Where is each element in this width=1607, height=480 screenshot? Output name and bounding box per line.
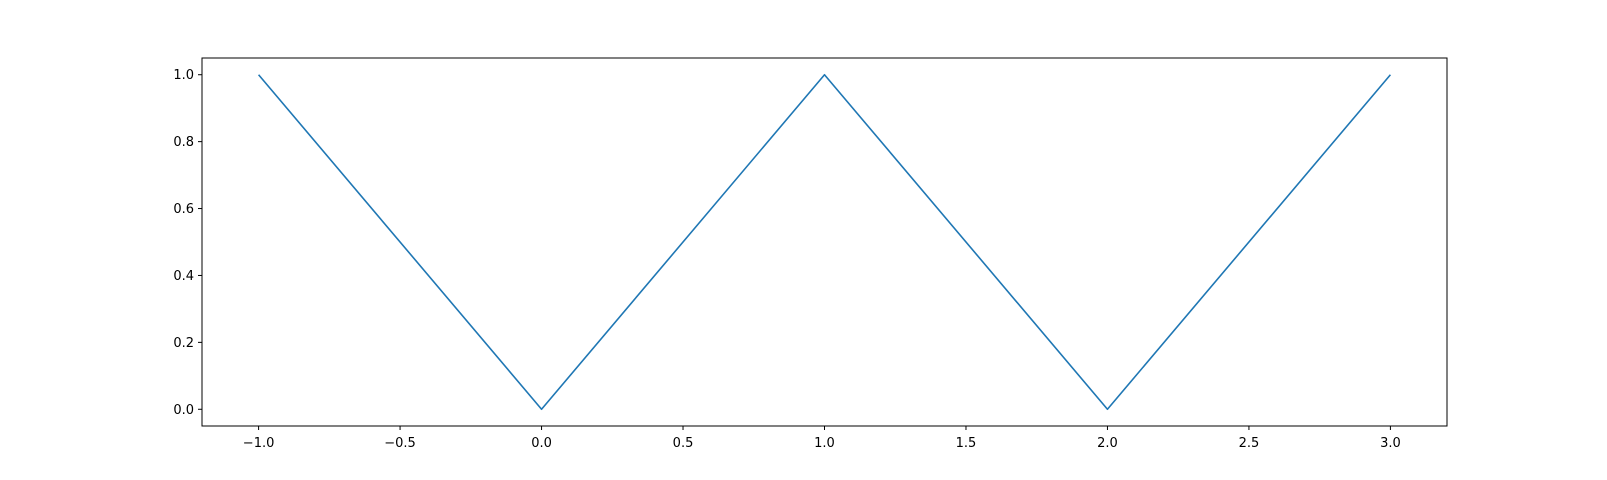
y-tick-label: 0.0: [173, 403, 194, 418]
x-tick-label: −1.0: [243, 436, 275, 451]
x-tick-label: 2.0: [1097, 436, 1118, 451]
series-line: [257, 73, 1392, 411]
x-tick-label: 2.5: [1239, 436, 1260, 451]
axes-frame: [201, 57, 1448, 427]
x-tick-label: −0.5: [384, 436, 416, 451]
x-tick-label: 3.0: [1380, 436, 1401, 451]
plot-area: [257, 73, 1392, 411]
x-tick-label: 0.0: [531, 436, 552, 451]
y-tick-label: 1.0: [173, 68, 194, 83]
x-tick-label: 0.5: [673, 436, 694, 451]
x-tick-label: 1.5: [956, 436, 977, 451]
y-tick-label: 0.4: [173, 269, 194, 284]
x-axis: −1.0 −0.5 0.0 0.5 1.0 1.5 2.0 2.5 3.0: [243, 426, 1401, 451]
x-tick-label: 1.0: [814, 436, 835, 451]
y-tick-label: 0.6: [173, 202, 194, 217]
y-axis: 0.0 0.2 0.4 0.6 0.8 1.0: [173, 68, 202, 418]
y-tick-label: 0.2: [173, 336, 194, 351]
y-tick-label: 0.8: [173, 135, 194, 150]
